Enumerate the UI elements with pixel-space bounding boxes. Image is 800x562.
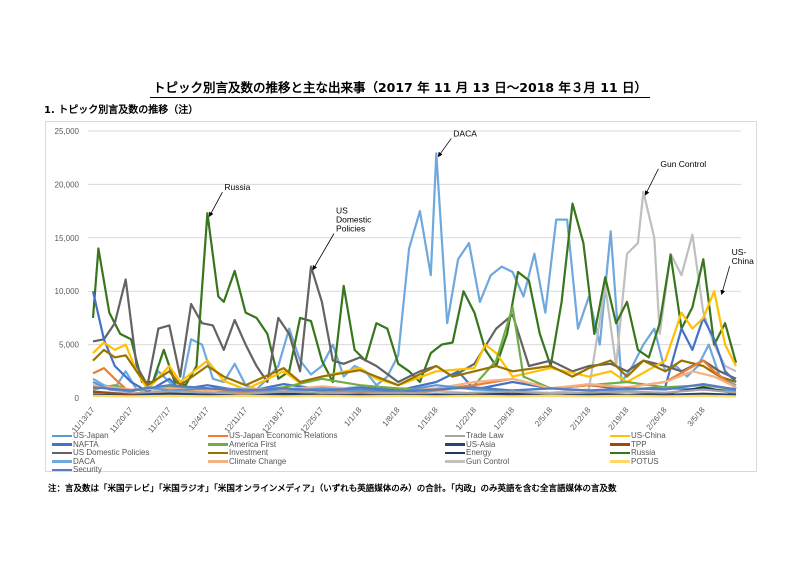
series-line-russia	[91, 202, 738, 387]
legend-label: US-China	[631, 431, 666, 440]
x-tick-label: 2/5/18	[533, 405, 555, 428]
legend-item: US-Japan	[52, 432, 109, 440]
legend-swatch	[610, 443, 630, 446]
annotation-label: US-China	[732, 247, 754, 266]
legend-item: Security	[52, 466, 102, 474]
legend-swatch	[445, 434, 465, 438]
series-line-daca	[92, 152, 737, 394]
legend-swatch	[52, 434, 72, 438]
legend-swatch	[52, 443, 72, 446]
legend-swatch	[208, 451, 228, 455]
legend-item: Energy	[445, 449, 491, 457]
y-tick-label: 5,000	[59, 341, 80, 350]
annotation-label: Gun Control	[660, 159, 706, 169]
series-line-investment	[92, 348, 737, 387]
x-tick-label: 11/27/17	[146, 405, 173, 435]
y-tick-label: 15,000	[55, 234, 80, 243]
legend-swatch	[610, 451, 630, 455]
legend-label: America First	[229, 439, 277, 449]
annotation-arrow	[720, 266, 731, 295]
annotation-label: DACA	[453, 128, 477, 138]
legend-swatch	[52, 468, 72, 472]
legend-label: US-Japan Economic Relations	[229, 431, 338, 440]
legend-swatch	[610, 434, 630, 438]
legend-label: US-Asia	[466, 439, 496, 449]
legend-item: Trade Law	[445, 432, 504, 440]
legend-item: DACA	[52, 456, 96, 466]
legend-swatch	[208, 460, 228, 463]
annotation-arrow	[312, 233, 335, 271]
y-axis-ticks: 0 5,000 10,000 15,000 20,000 25,000	[55, 127, 80, 403]
annotations: Russia US Domestic Policies DACA Gun Control U…	[209, 128, 754, 295]
annotation-arrow	[645, 168, 659, 196]
legend-item: US-Japan Economic Relations	[208, 432, 338, 440]
legend-label: POTUS	[631, 456, 659, 466]
annotation-label: US Domestic Policies	[336, 206, 372, 234]
legend-swatch	[208, 443, 228, 446]
y-tick-label: 10,000	[55, 287, 80, 296]
y-tick-label: 20,000	[55, 180, 80, 189]
x-tick-label: 2/12/18	[568, 405, 592, 432]
x-tick-label: 1/22/18	[454, 405, 478, 432]
legend-item: POTUS	[610, 456, 659, 466]
x-tick-label: 2/26/18	[645, 405, 669, 432]
footnote: 注：言及数は「米国テレビ」「米国ラジオ」「米国オンラインメディア」（いずれも英語…	[48, 484, 617, 494]
x-tick-label: 2/19/18	[606, 405, 630, 432]
legend-item: US-China	[610, 432, 666, 440]
legend-label: Russia	[631, 448, 656, 457]
legend-label: Energy	[466, 448, 492, 457]
legend-item: Investment	[208, 449, 268, 457]
legend-label: Security	[73, 465, 102, 474]
legend-item: TPP	[610, 439, 647, 449]
legend-item: NAFTA	[52, 439, 99, 449]
legend-swatch	[52, 451, 72, 455]
page-title: トピック別言及数の推移と主な出来事（2017 年 11 月 13 日～2018 …	[150, 77, 650, 98]
x-tick-label: 12/4/17	[187, 405, 211, 432]
chart-frame: 0 5,000 10,000 15,000 20,000 25,000 11/13/17 1…	[45, 121, 757, 472]
x-tick-label: 1/1/18	[342, 405, 364, 428]
legend-swatch	[610, 460, 630, 463]
legend-item: Russia	[610, 449, 655, 457]
legend-swatch	[445, 451, 465, 455]
y-tick-label: 0	[75, 394, 80, 403]
legend-swatch	[52, 460, 72, 463]
legend-label: Trade Law	[466, 431, 504, 440]
legend-label: US Domestic Policies	[73, 448, 150, 457]
annotation-arrow	[437, 138, 452, 158]
legend-label: Climate Change	[229, 456, 287, 466]
legend-item: America First	[208, 439, 277, 449]
series-line-potus	[92, 394, 737, 398]
legend-swatch	[208, 434, 228, 438]
legend-item: Gun Control	[445, 456, 510, 466]
legend-label: TPP	[631, 439, 647, 449]
x-tick-label: 1/8/18	[380, 405, 402, 428]
legend-item: US Domestic Policies	[52, 449, 149, 457]
legend-label: DACA	[73, 456, 96, 466]
x-tick-label: 3/5/18	[686, 405, 708, 428]
series-lines	[91, 152, 738, 398]
section-title: 1. トピック別言及数の推移（注）	[44, 105, 199, 116]
legend-swatch	[445, 443, 465, 446]
annotation-label: Russia	[224, 182, 250, 192]
legend-label: US-Japan	[73, 431, 109, 440]
legend-item: Climate Change	[208, 456, 287, 466]
legend-item: US-Asia	[445, 439, 496, 449]
x-tick-label: 1/29/18	[492, 405, 516, 432]
series-line-security	[92, 383, 737, 393]
legend-label: NAFTA	[73, 439, 99, 449]
legend-label: Investment	[229, 448, 269, 457]
y-tick-label: 25,000	[55, 127, 80, 136]
legend-label: Gun Control	[466, 456, 510, 466]
series-line-trade-law	[92, 388, 737, 395]
legend-swatch	[445, 460, 465, 463]
x-tick-label: 1/15/18	[416, 405, 440, 432]
gridlines	[88, 130, 741, 346]
series-line-us-domestic-policies	[92, 265, 737, 387]
x-tick-label: 11/20/17	[108, 405, 135, 435]
annotation-arrow	[209, 192, 223, 217]
x-axis-ticks: 11/13/17 11/20/17 11/27/17 12/4/17 12/11/17 1…	[70, 405, 707, 435]
